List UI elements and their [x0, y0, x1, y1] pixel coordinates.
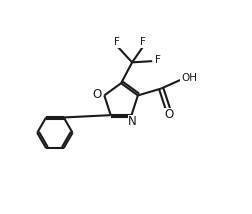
Text: F: F: [155, 55, 161, 65]
Text: F: F: [114, 37, 120, 47]
Text: O: O: [93, 88, 102, 101]
Text: F: F: [140, 37, 146, 47]
Text: OH: OH: [181, 73, 197, 83]
Text: O: O: [165, 108, 174, 121]
Text: N: N: [128, 115, 137, 128]
